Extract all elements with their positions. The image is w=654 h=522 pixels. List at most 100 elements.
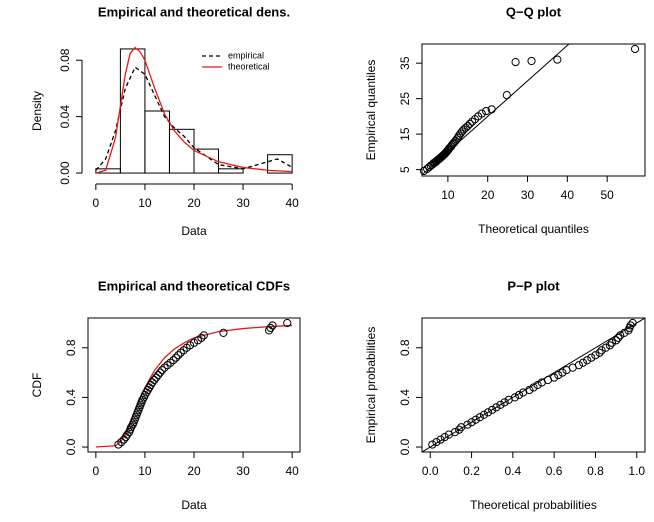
- y-axis-label: Empirical quantiles: [364, 60, 378, 161]
- panel: P−P plot Theoretical probabilities Empiric…: [364, 278, 646, 512]
- y-tick-label: 0.04: [58, 105, 72, 129]
- panel-title: Q−Q plot: [506, 4, 562, 19]
- point: [156, 368, 165, 377]
- x-tick-label: 20: [481, 188, 495, 202]
- point: [453, 133, 462, 142]
- x-tick-label: 0.0: [422, 464, 439, 478]
- x-tick-label: 20: [187, 464, 201, 478]
- y-axis-label: Density: [30, 91, 44, 131]
- point: [154, 370, 163, 380]
- point: [620, 328, 629, 337]
- x-tick-label: 10: [138, 196, 152, 210]
- point: [455, 425, 464, 434]
- x-tick-label: 40: [285, 464, 299, 478]
- point: [591, 351, 600, 360]
- y-tick-label: 0.4: [64, 389, 78, 406]
- point: [601, 343, 610, 352]
- legend-label: theoretical: [228, 61, 270, 71]
- point: [467, 418, 476, 427]
- point: [583, 356, 592, 365]
- point: [428, 440, 437, 449]
- density-line: [95, 46, 293, 174]
- legend-label: empirical: [228, 50, 264, 60]
- x-tick-label: 40: [561, 188, 575, 202]
- x-axis-label: Theoretical probabilities: [470, 498, 597, 512]
- point: [558, 368, 567, 377]
- x-tick-label: 30: [236, 464, 250, 478]
- point: [626, 321, 635, 330]
- x-tick-label: 0.8: [587, 464, 604, 478]
- histogram-bar: [267, 154, 293, 174]
- plot-area: [95, 324, 293, 448]
- x-tick-label: 30: [236, 196, 250, 210]
- point: [471, 415, 480, 424]
- panel-title: P−P plot: [507, 278, 560, 293]
- density-line: [95, 324, 293, 448]
- y-tick-label: 0.0: [398, 438, 412, 455]
- point: [463, 121, 472, 131]
- y-axis-label: CDF: [30, 373, 44, 398]
- plot-area: [95, 46, 293, 174]
- point: [502, 90, 511, 100]
- y-tick-label: 0.08: [58, 48, 72, 72]
- point: [554, 370, 563, 380]
- point: [163, 361, 172, 370]
- x-tick-label: 0.4: [505, 464, 522, 478]
- point: [488, 405, 497, 414]
- point: [152, 373, 161, 382]
- plot-area: [422, 318, 645, 452]
- point: [117, 437, 126, 447]
- x-tick-label: 0: [93, 196, 100, 210]
- point: [614, 333, 623, 342]
- point: [174, 351, 183, 360]
- point: [496, 400, 505, 409]
- y-axis-label: Empirical probabilities: [364, 327, 378, 444]
- y-tick-label: 0.0: [64, 438, 78, 455]
- x-tick-label: 50: [600, 188, 614, 202]
- x-tick-label: 30: [521, 188, 535, 202]
- point: [616, 331, 625, 340]
- point: [510, 393, 520, 402]
- point: [533, 380, 542, 390]
- panel-title: Empirical and theoretical CDFs: [98, 278, 290, 293]
- point: [166, 358, 175, 367]
- panel: Empirical and theoretical dens. Data Densi…: [30, 4, 299, 238]
- histogram-bar: [168, 128, 195, 174]
- point: [266, 323, 275, 333]
- point: [527, 56, 536, 66]
- point: [169, 356, 178, 365]
- x-tick-label: 0.6: [546, 464, 563, 478]
- point: [179, 346, 188, 355]
- x-tick-label: 0: [93, 464, 100, 478]
- point: [605, 341, 614, 350]
- point: [595, 348, 604, 357]
- point: [628, 318, 637, 328]
- point: [176, 348, 185, 357]
- histogram-bar: [144, 110, 170, 174]
- point: [514, 390, 524, 400]
- x-axis-label: Data: [181, 498, 207, 512]
- point: [432, 437, 441, 447]
- point: [482, 106, 491, 116]
- y-tick-label: 0.8: [398, 339, 412, 356]
- point: [197, 333, 206, 342]
- histogram-bar: [119, 48, 146, 174]
- point: [463, 420, 472, 429]
- panel: Empirical and theoretical CDFs Data CDF 0 10…: [30, 278, 301, 512]
- x-tick-label: 0.2: [463, 464, 480, 478]
- point: [529, 383, 538, 392]
- x-axis-label: Theoretical quantiles: [478, 222, 589, 236]
- point: [468, 117, 477, 126]
- point: [450, 428, 460, 437]
- point: [127, 423, 136, 432]
- point: [158, 366, 167, 375]
- point: [114, 440, 123, 449]
- point: [171, 353, 180, 362]
- point: [587, 353, 596, 362]
- point: [574, 361, 584, 370]
- y-tick-label: 5: [398, 166, 412, 173]
- point: [465, 119, 474, 128]
- panel: Q−Q plot Theoretical quantiles Empirical q…: [364, 4, 646, 236]
- histogram-bar: [218, 168, 244, 174]
